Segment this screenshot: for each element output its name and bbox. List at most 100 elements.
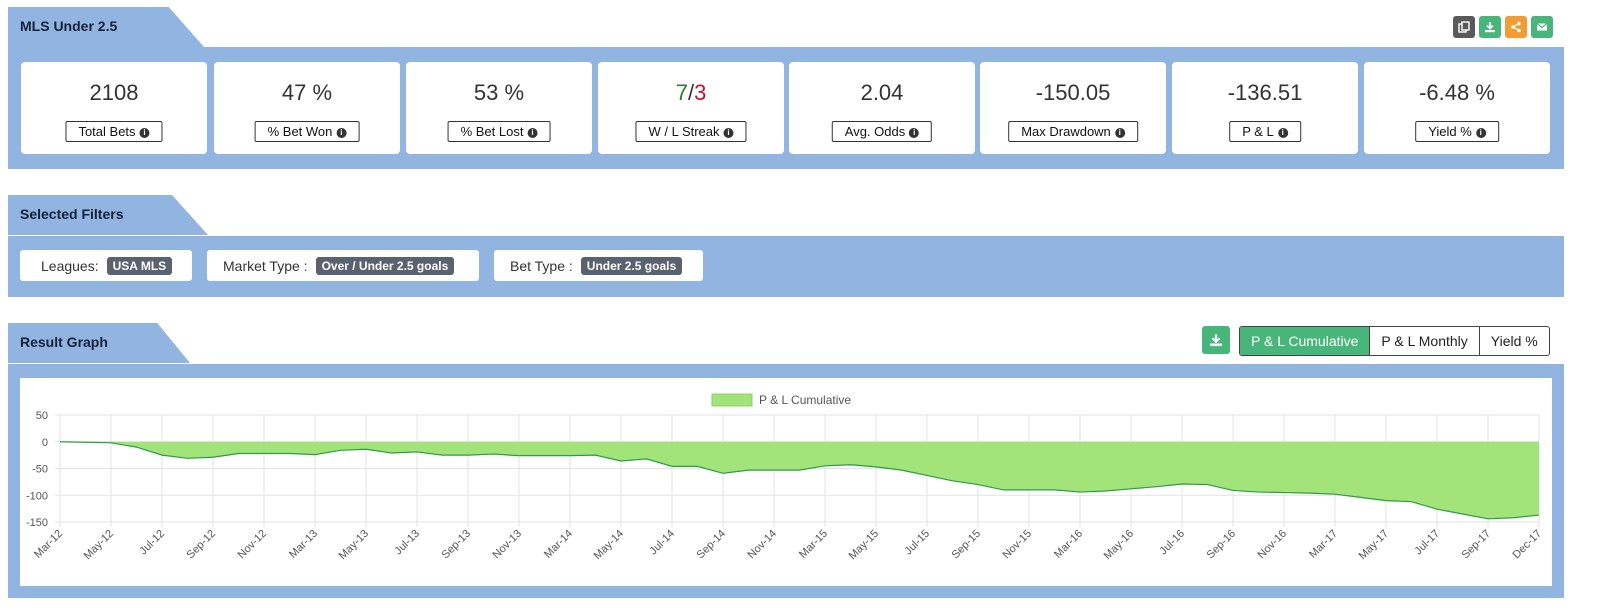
stat-value: 2108 xyxy=(89,80,139,105)
x-tick-label: Mar-17 xyxy=(1307,528,1340,561)
x-tick-label: May-13 xyxy=(337,528,371,562)
x-tick-label: May-15 xyxy=(847,528,881,562)
x-tick-label: Jul-16 xyxy=(1157,528,1187,558)
stat-card-avg-odds: 2.04 Avg. Odds i xyxy=(789,62,975,154)
x-tick-label: Nov-16 xyxy=(1256,528,1290,562)
filter-label: Market Type : xyxy=(223,257,308,274)
x-tick-label: Dec-17 xyxy=(1511,528,1545,562)
stat-card-wl-streak: 7/3 W / L Streak i xyxy=(598,62,784,154)
stat-value: 2.04 xyxy=(860,80,904,105)
info-icon: i xyxy=(723,128,734,138)
x-tick-label: Nov-14 xyxy=(746,528,780,562)
info-icon: i xyxy=(909,128,920,138)
x-tick-label: Sep-12 xyxy=(185,528,219,562)
info-icon: i xyxy=(527,128,538,138)
stat-card-total-bets: 2108 Total Bets i xyxy=(21,62,207,154)
graph-tabs: P & L Cumulative P & L Monthly Yield % xyxy=(1239,326,1550,356)
x-tick-label: May-16 xyxy=(1102,528,1136,562)
stat-label[interactable]: Yield % i xyxy=(1415,121,1499,142)
x-tick-label: Nov-12 xyxy=(236,528,270,562)
stat-label[interactable]: Avg. Odds i xyxy=(831,121,933,142)
x-tick-label: Sep-15 xyxy=(950,528,984,562)
x-tick-label: Jul-17 xyxy=(1412,528,1442,558)
streak-win: 7 xyxy=(675,80,688,105)
x-tick-label: Mar-15 xyxy=(797,528,830,561)
filter-market-type: Market Type : Over / Under 2.5 goals xyxy=(207,250,479,281)
chart-container: Mar-12 May-12 Jul-12 Sep-12 Nov-12 Mar-13 May-… xyxy=(20,378,1552,586)
x-tick-label: May-12 xyxy=(82,528,116,562)
series-line xyxy=(59,441,1540,520)
x-tick-label: Jul-13 xyxy=(392,528,422,558)
x-tick-label: Sep-16 xyxy=(1205,528,1239,562)
stat-card-yield: -6.48 % Yield % i xyxy=(1364,62,1550,154)
filters-title: Selected Filters xyxy=(20,206,124,222)
y-tick-label: 50 xyxy=(36,410,48,422)
stat-card-max-drawdown: -150.05 Max Drawdown i xyxy=(980,62,1166,154)
graph-download-icon[interactable] xyxy=(1202,326,1230,354)
x-tick-label: Jul-12 xyxy=(137,528,167,558)
stat-value: 53 % xyxy=(473,80,525,105)
email-icon[interactable] xyxy=(1531,16,1553,38)
summary-header: MLS Under 2.5 xyxy=(8,7,204,47)
series-area xyxy=(60,441,1539,519)
summary-title: MLS Under 2.5 xyxy=(20,18,118,34)
x-tick-label: Mar-14 xyxy=(542,528,575,561)
y-tick-label: -100 xyxy=(26,490,48,502)
graph-title: Result Graph xyxy=(20,334,108,350)
stat-value: -6.48 % xyxy=(1419,80,1495,105)
y-tick-label: 0 xyxy=(42,437,48,449)
share-icon[interactable] xyxy=(1505,16,1527,38)
x-tick-label: Sep-13 xyxy=(440,528,474,562)
x-tick-label: May-14 xyxy=(592,528,626,562)
stat-label[interactable]: Total Bets i xyxy=(65,121,163,142)
stat-value: -136.51 xyxy=(1227,80,1303,105)
filter-badge: Over / Under 2.5 goals xyxy=(315,256,455,275)
y-tick-label: -150 xyxy=(26,517,48,529)
pl-cumulative-chart: Mar-12 May-12 Jul-12 Sep-12 Nov-12 Mar-13 May-… xyxy=(26,393,1545,562)
streak-sep: / xyxy=(687,80,695,105)
stat-label[interactable]: W / L Streak i xyxy=(635,121,747,142)
filters-header: Selected Filters xyxy=(8,195,208,235)
stat-card-bet-lost: 53 % % Bet Lost i xyxy=(406,62,592,154)
info-icon: i xyxy=(336,128,347,138)
x-tick-label: Sep-17 xyxy=(1460,528,1494,562)
filter-label: Leagues: xyxy=(41,257,99,274)
x-tick-label: Mar-12 xyxy=(32,528,65,561)
info-icon: i xyxy=(1475,128,1486,138)
graph-header: Result Graph xyxy=(8,323,190,363)
tab-pl-monthly[interactable]: P & L Monthly xyxy=(1369,327,1478,355)
stat-label[interactable]: Max Drawdown i xyxy=(1008,121,1138,142)
x-tick-label: May-17 xyxy=(1357,528,1391,562)
filter-label: Bet Type : xyxy=(510,257,573,274)
x-tick-label: Mar-13 xyxy=(287,528,320,561)
x-tick-label: Nov-15 xyxy=(1001,528,1035,562)
x-tick-label: Mar-16 xyxy=(1052,528,1085,561)
info-icon: i xyxy=(1114,128,1125,138)
filter-leagues: Leagues: USA MLS xyxy=(20,250,192,281)
x-tick-label: Jul-15 xyxy=(902,528,932,558)
stat-value: -150.05 xyxy=(1035,80,1111,105)
tab-yield[interactable]: Yield % xyxy=(1478,327,1549,355)
stat-value: 47 % xyxy=(281,80,333,105)
legend-label: P & L Cumulative xyxy=(759,393,851,407)
filter-badge: USA MLS xyxy=(106,256,173,275)
filter-bet-type: Bet Type : Under 2.5 goals xyxy=(494,250,703,281)
stat-card-bet-won: 47 % % Bet Won i xyxy=(214,62,400,154)
filter-badge: Under 2.5 goals xyxy=(580,256,683,275)
info-icon: i xyxy=(139,128,150,138)
stat-value: 7/3 xyxy=(598,80,784,106)
legend-swatch xyxy=(711,393,753,407)
x-tick-label: Sep-14 xyxy=(695,528,729,562)
copy-icon[interactable] xyxy=(1453,16,1475,38)
x-tick-label: Jul-14 xyxy=(647,528,677,558)
y-tick-label: -50 xyxy=(32,464,48,476)
stat-label[interactable]: % Bet Won i xyxy=(254,121,360,142)
streak-loss: 3 xyxy=(694,80,707,105)
download-icon[interactable] xyxy=(1479,16,1501,38)
tab-pl-cumulative[interactable]: P & L Cumulative xyxy=(1240,327,1370,355)
info-icon: i xyxy=(1277,128,1288,138)
stat-label[interactable]: % Bet Lost i xyxy=(447,121,551,142)
x-tick-label: Nov-13 xyxy=(491,528,525,562)
